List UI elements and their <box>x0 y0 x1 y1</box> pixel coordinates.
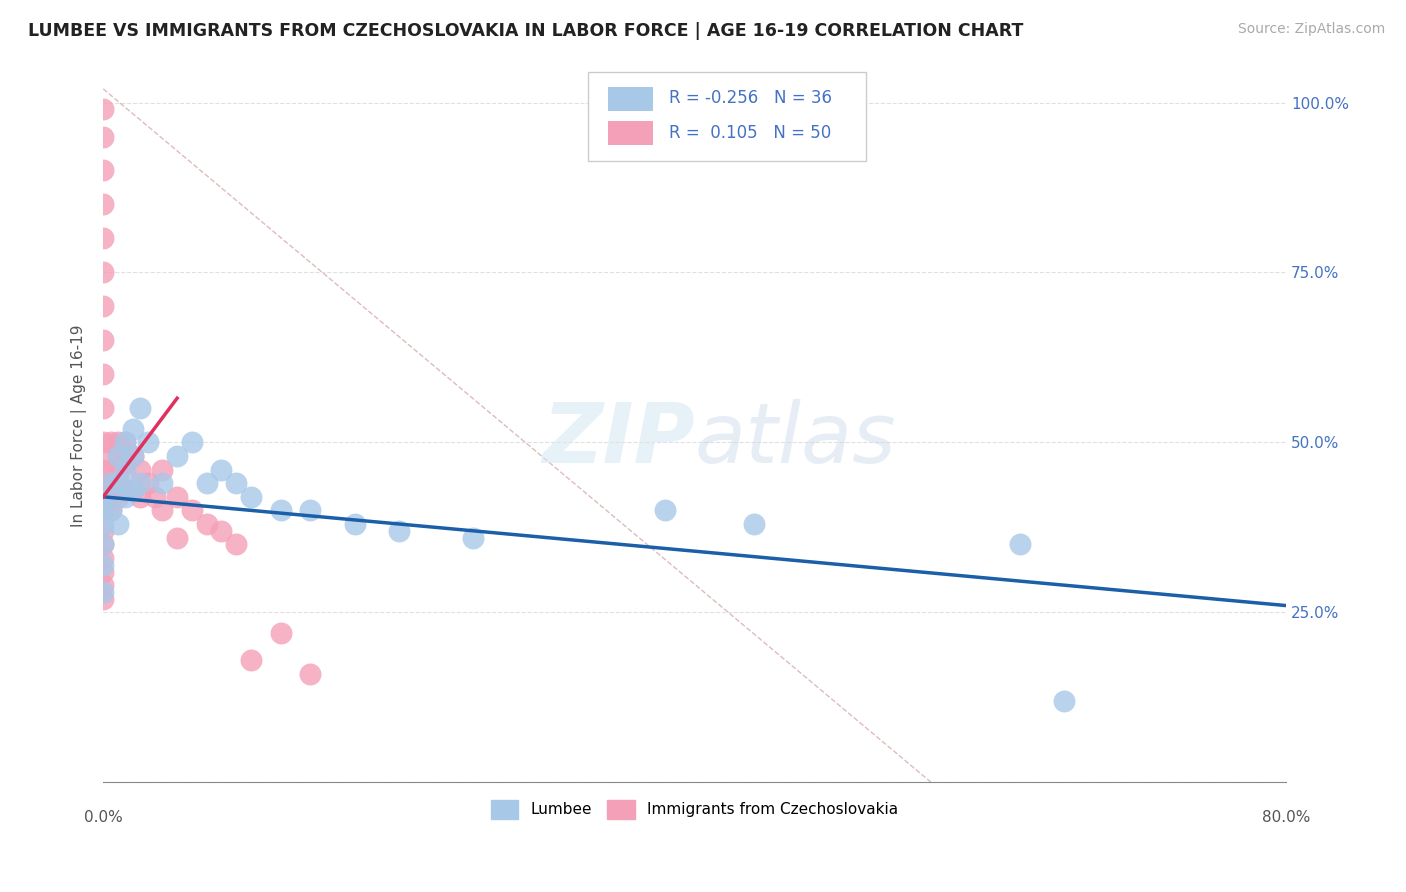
Text: atlas: atlas <box>695 400 896 480</box>
Point <box>121 449 143 463</box>
Point <box>270 503 292 517</box>
Point <box>343 516 366 531</box>
Text: R = -0.256   N = 36: R = -0.256 N = 36 <box>669 89 831 108</box>
Point <box>1008 537 1031 551</box>
Point <box>742 516 765 531</box>
Point <box>91 103 114 117</box>
Point <box>136 435 159 450</box>
Point <box>150 462 173 476</box>
Point <box>91 524 114 538</box>
Point <box>195 476 218 491</box>
Point <box>91 483 114 497</box>
Point <box>91 578 114 592</box>
Point <box>143 490 166 504</box>
Point <box>121 483 143 497</box>
Point <box>388 524 411 538</box>
Point <box>91 558 114 572</box>
Point <box>129 476 152 491</box>
Point <box>107 469 129 483</box>
Point <box>166 531 188 545</box>
Point <box>1053 694 1076 708</box>
Text: 0.0%: 0.0% <box>84 810 122 824</box>
Point <box>91 435 114 450</box>
Point <box>211 524 233 538</box>
Legend: Lumbee, Immigrants from Czechoslovakia: Lumbee, Immigrants from Czechoslovakia <box>485 794 904 824</box>
Point <box>180 435 202 450</box>
Point <box>129 462 152 476</box>
Point <box>136 476 159 491</box>
Point <box>299 503 322 517</box>
Point <box>166 490 188 504</box>
Text: LUMBEE VS IMMIGRANTS FROM CZECHOSLOVAKIA IN LABOR FORCE | AGE 16-19 CORRELATION : LUMBEE VS IMMIGRANTS FROM CZECHOSLOVAKIA… <box>28 22 1024 40</box>
Point <box>107 435 129 450</box>
Point <box>114 435 136 450</box>
Point <box>91 129 114 144</box>
Point <box>107 449 129 463</box>
Point <box>91 537 114 551</box>
Point <box>100 503 122 517</box>
Text: ZIP: ZIP <box>541 400 695 480</box>
Point <box>91 490 114 504</box>
Point <box>91 265 114 279</box>
Point <box>91 537 114 551</box>
Point <box>91 551 114 566</box>
Point <box>91 197 114 211</box>
Point <box>270 625 292 640</box>
Point <box>91 591 114 606</box>
Point <box>100 476 122 491</box>
Point <box>211 462 233 476</box>
Point <box>240 653 263 667</box>
Point <box>299 666 322 681</box>
Point <box>225 476 247 491</box>
Point <box>91 300 114 314</box>
Point <box>225 537 247 551</box>
FancyBboxPatch shape <box>588 72 866 161</box>
Point <box>114 490 136 504</box>
Point <box>91 565 114 579</box>
Point <box>121 483 143 497</box>
Point <box>107 490 129 504</box>
Point <box>654 503 676 517</box>
Point <box>91 503 114 517</box>
Point <box>100 462 122 476</box>
Point <box>91 503 114 517</box>
Point <box>166 449 188 463</box>
Point <box>91 585 114 599</box>
Point <box>100 476 122 491</box>
Point <box>91 163 114 178</box>
Point <box>91 516 114 531</box>
FancyBboxPatch shape <box>609 121 654 145</box>
Point <box>100 449 122 463</box>
Point <box>114 462 136 476</box>
Point <box>150 503 173 517</box>
Text: 80.0%: 80.0% <box>1261 810 1310 824</box>
Point <box>150 476 173 491</box>
Point <box>114 483 136 497</box>
Point <box>91 368 114 382</box>
Point <box>240 490 263 504</box>
Point <box>107 476 129 491</box>
Point <box>114 435 136 450</box>
Point <box>114 456 136 470</box>
Point <box>100 503 122 517</box>
Point <box>107 516 129 531</box>
Point <box>91 462 114 476</box>
Point <box>121 422 143 436</box>
Point <box>129 401 152 416</box>
Point <box>461 531 484 545</box>
FancyBboxPatch shape <box>609 87 654 111</box>
Point <box>91 334 114 348</box>
Text: Source: ZipAtlas.com: Source: ZipAtlas.com <box>1237 22 1385 37</box>
Point <box>91 231 114 245</box>
Text: R =  0.105   N = 50: R = 0.105 N = 50 <box>669 124 831 142</box>
Point <box>121 449 143 463</box>
Point <box>129 490 152 504</box>
Point <box>100 490 122 504</box>
Point <box>195 516 218 531</box>
Point <box>107 449 129 463</box>
Point <box>180 503 202 517</box>
Point <box>91 401 114 416</box>
Y-axis label: In Labor Force | Age 16-19: In Labor Force | Age 16-19 <box>72 324 87 526</box>
Point <box>100 435 122 450</box>
